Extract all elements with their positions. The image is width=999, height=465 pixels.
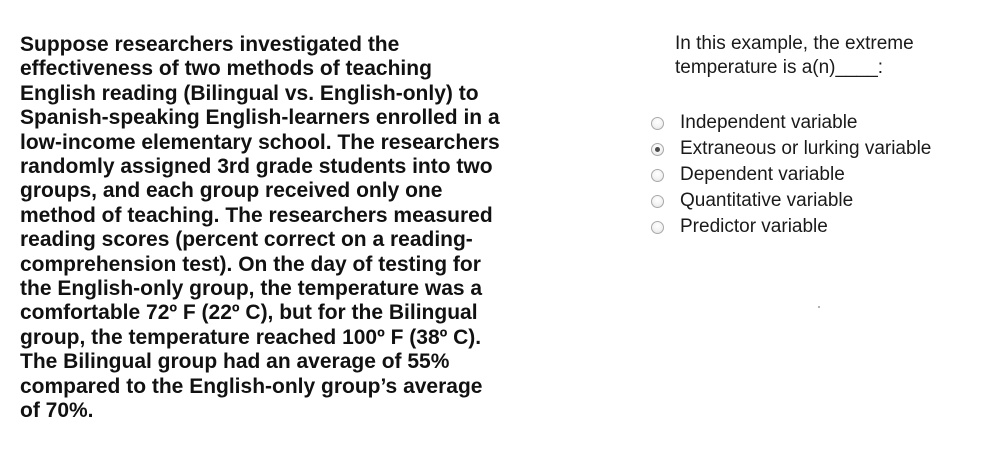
passage-line: the English-only group, the temperature … [20, 277, 483, 301]
passage-line: group, the temperature reached 100º F (3… [20, 325, 482, 349]
option-label: Dependent variable [680, 164, 845, 185]
radio-button[interactable] [651, 168, 664, 182]
passage-line: Suppose researchers investigated the [20, 33, 400, 56]
prompt-line: In this example, the extreme [675, 33, 914, 54]
passage-line: randomly assigned 3rd grade students int… [20, 155, 493, 179]
passage-line: of 70%. [20, 399, 94, 423]
passage-line: groups, and each group received only one [20, 179, 443, 203]
option-label: Extraneous or lurking variable [680, 138, 932, 159]
radio-button[interactable] [651, 142, 664, 156]
background-speck [818, 306, 820, 308]
question-passage: Suppose researchers investigated the eff… [20, 33, 580, 424]
passage-line: Spanish-speaking English-learners enroll… [20, 106, 500, 130]
passage-line: low-income elementary school. The resear… [20, 130, 500, 154]
answer-options: Independent variable Extraneous or lurki… [651, 110, 931, 240]
prompt-line: temperature is a(n)____: [675, 57, 884, 78]
passage-line: English reading (Bilingual vs. English-o… [20, 81, 479, 105]
passage-line: comprehension test). On the day of testi… [20, 252, 481, 276]
option-predictor-variable[interactable]: Predictor variable [651, 214, 931, 240]
radio-button[interactable] [651, 194, 664, 208]
passage-line: method of teaching. The researchers meas… [20, 203, 493, 227]
option-independent-variable[interactable]: Independent variable [651, 110, 931, 136]
passage-line: reading scores (percent correct on a rea… [20, 228, 473, 252]
radio-button[interactable] [651, 116, 664, 130]
passage-line: effectiveness of two methods of teaching [20, 57, 432, 81]
passage-line: comfortable 72º F (22º C), but for the B… [20, 301, 478, 325]
option-dependent-variable[interactable]: Dependent variable [651, 162, 931, 188]
option-label: Predictor variable [680, 216, 828, 237]
radio-button[interactable] [651, 220, 664, 234]
question-prompt: In this example, the extreme temperature… [675, 32, 985, 80]
option-quantitative-variable[interactable]: Quantitative variable [651, 188, 931, 214]
passage-line: The Bilingual group had an average of 55… [20, 350, 450, 374]
passage-line: compared to the English-only group’s ave… [20, 374, 483, 398]
option-label: Independent variable [680, 112, 858, 133]
option-label: Quantitative variable [680, 190, 854, 211]
option-extraneous-or-lurking-variable[interactable]: Extraneous or lurking variable [651, 136, 931, 162]
